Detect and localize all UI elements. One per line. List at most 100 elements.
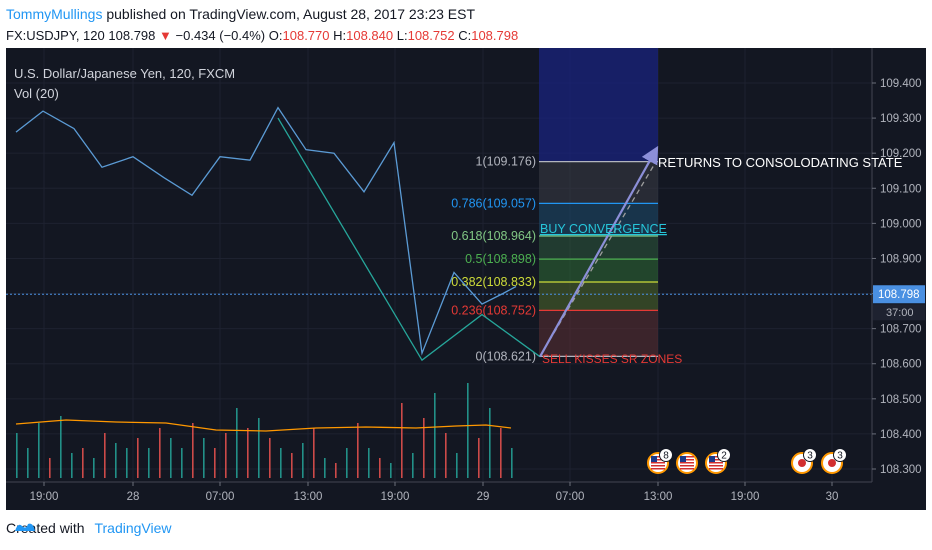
volume-bar [313, 428, 315, 478]
volume-bar [357, 423, 359, 478]
low-value: 108.752 [407, 28, 455, 43]
high-label: H: [333, 28, 347, 43]
price-tick-label: 109.000 [880, 218, 922, 230]
close-value: 108.798 [471, 28, 519, 43]
us-flag-event-icon[interactable]: 2 [705, 448, 731, 474]
volume-bar [412, 453, 414, 478]
price-series-line [15, 106, 517, 356]
flag-canton [680, 456, 686, 462]
volume-bar [225, 433, 227, 478]
volume-indicator-label: Vol (20) [14, 86, 59, 101]
flag-stripe [709, 462, 723, 464]
us-flag-event-icon[interactable] [676, 452, 698, 474]
flag-stripe [709, 459, 723, 461]
flag-sun [828, 459, 836, 467]
price-change: −0.434 (−0.4%) [175, 28, 266, 43]
fib-level-label: 0.236(108.752) [451, 303, 536, 317]
flag-stripe [651, 456, 665, 458]
volume-bar [423, 418, 425, 478]
volume-bar [236, 408, 238, 478]
flag-stripe [651, 468, 665, 470]
volume-bar [401, 403, 403, 478]
price-tick-label: 109.100 [880, 183, 922, 195]
open-value: 108.770 [282, 28, 330, 43]
jp-flag-event-icon[interactable]: 3 [821, 448, 847, 474]
open-label: O: [268, 28, 283, 43]
event-count-badge [833, 448, 847, 462]
price-tick-label: 109.400 [880, 78, 922, 90]
flag-stripe [651, 459, 665, 461]
grid [6, 48, 872, 482]
fibonacci-zone: 1(109.176) 0.786(109.057) 0.618(108.964) 0.… [451, 48, 658, 363]
volume-bar [445, 433, 447, 478]
last-price-label: 108.798 [878, 289, 920, 301]
volume-bars [15, 383, 513, 478]
volume-bar [104, 433, 106, 478]
fib-level-label: 0.382(108.833) [451, 275, 536, 289]
event-count-badge [717, 448, 731, 462]
down-arrow-icon: ▼ [159, 28, 172, 43]
time-tick-label: 19:00 [731, 491, 760, 503]
created-with-label: Created with [6, 520, 85, 536]
event-count-label: 8 [663, 451, 669, 462]
footer: Created with TradingView [6, 520, 172, 536]
fib-level-label: 0.5(108.898) [465, 252, 536, 266]
volume-bar [379, 458, 381, 478]
volume-bar [489, 408, 491, 478]
author-link[interactable]: TommyMullings [6, 6, 103, 22]
volume-bar [511, 448, 513, 478]
price-tick-label: 108.900 [880, 253, 922, 265]
flag-stripe [651, 465, 665, 467]
volume-bar [434, 393, 436, 478]
time-tick-label: 28 [127, 491, 140, 503]
fib-extension-band [539, 48, 658, 162]
volume-moving-average [15, 419, 512, 432]
time-tick-label: 19:00 [381, 491, 410, 503]
flag-sun [798, 459, 806, 467]
event-badges[interactable]: 8 2 3 3 [647, 448, 847, 474]
flag-canton [709, 456, 715, 462]
volume-bar [82, 448, 84, 478]
volume-bar [137, 438, 139, 478]
time-tick-label: 13:00 [294, 491, 323, 503]
tradingview-brand-link[interactable]: TradingView [94, 520, 172, 536]
volume-bar [500, 428, 502, 478]
time-tick-label: 19:00 [30, 491, 59, 503]
jp-flag-event-icon[interactable]: 3 [791, 448, 817, 474]
countdown-badge [873, 304, 925, 321]
chart-canvas[interactable]: 1(109.176) 0.786(109.057) 0.618(108.964) 0.… [6, 48, 926, 510]
annotation-returns[interactable]: RETURNS TO CONSOLODATING STATE [658, 155, 903, 170]
annotation-buy-convergence[interactable]: BUY CONVERGENCE [540, 222, 667, 236]
flag-stripe [680, 462, 694, 464]
time-tick-label: 13:00 [644, 491, 673, 503]
trend-arrow-icon [539, 145, 659, 358]
volume-bar [302, 443, 304, 478]
event-count-badge [803, 448, 817, 462]
time-axis[interactable]: 19:00 28 07:00 13:00 19:00 29 07:00 13:00 19:00 3… [6, 481, 872, 503]
price-tick-label: 108.500 [880, 394, 922, 406]
flag-stripe [680, 468, 694, 470]
event-count-label: 3 [837, 451, 843, 462]
volume-bar [346, 448, 348, 478]
price-tick-label: 109.300 [880, 113, 922, 125]
fib-band [539, 161, 658, 204]
flag-stripe [680, 465, 694, 467]
symbol-label: FX:USDJPY, 120 [6, 28, 105, 43]
fib-level-label: 0.618(108.964) [451, 229, 536, 243]
volume-bar [148, 448, 150, 478]
us-flag-event-icon[interactable]: 8 [647, 448, 673, 474]
flag-canton [651, 456, 657, 462]
volume-bar [115, 443, 117, 478]
flag-stripe [709, 465, 723, 467]
volume-bar [49, 458, 51, 478]
close-label: C: [458, 28, 472, 43]
volume-bar [170, 438, 172, 478]
volume-bar [192, 423, 194, 478]
time-tick-label: 07:00 [206, 491, 235, 503]
price-axis[interactable]: 109.400 109.300 109.200 109.100 109.000 108.9… [871, 48, 925, 482]
chart-frame[interactable]: 1(109.176) 0.786(109.057) 0.618(108.964) 0.… [6, 48, 926, 510]
price-tick-label: 108.700 [880, 324, 922, 336]
price-tick-label: 108.300 [880, 464, 922, 476]
volume-bar [390, 463, 392, 478]
annotation-sell-zones[interactable]: SELL KISSES SR ZONES [542, 352, 682, 366]
